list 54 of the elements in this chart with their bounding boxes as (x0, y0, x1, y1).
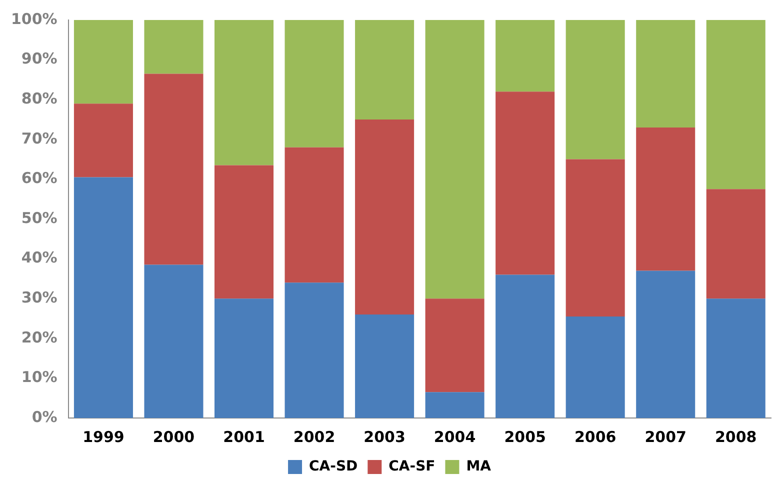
legend-label: CA-SD (309, 458, 358, 475)
bar (706, 298, 766, 418)
y-tick-label: 0% (32, 408, 58, 426)
bar (425, 392, 484, 418)
y-tick-label: 100% (10, 10, 58, 28)
bar (284, 20, 344, 148)
legend-label: MA (466, 458, 492, 475)
x-tick-label: 1999 (82, 428, 124, 446)
bar (496, 20, 555, 92)
x-tick-label: 2008 (714, 428, 757, 446)
bar (214, 20, 274, 166)
bar (74, 20, 133, 104)
bar (425, 20, 484, 299)
x-tick-label: 2003 (364, 428, 406, 446)
bar (706, 189, 766, 299)
y-tick-label: 10% (21, 368, 58, 386)
x-tick-label: 2005 (504, 428, 546, 446)
y-tick-label: 90% (21, 50, 58, 68)
x-tick-label: 2007 (644, 428, 686, 446)
y-tick-label: 30% (21, 288, 58, 306)
bar (144, 74, 204, 265)
bar (355, 120, 414, 315)
bar (566, 20, 625, 160)
bar (214, 298, 274, 418)
bar (496, 92, 555, 275)
bar (74, 177, 133, 418)
bar (706, 20, 766, 190)
bar (284, 282, 344, 418)
legend-label: CA-SF (388, 458, 436, 475)
bar (355, 20, 414, 120)
bar (425, 298, 484, 392)
y-tick-label: 40% (21, 248, 58, 267)
y-tick-label: 70% (21, 129, 58, 148)
bar (284, 147, 344, 283)
x-tick-label: 2000 (152, 428, 195, 446)
bar (636, 270, 696, 418)
x-tick-label: 2004 (434, 428, 476, 446)
bar (566, 159, 625, 317)
y-tick-label: 80% (21, 89, 58, 108)
bar (496, 274, 555, 418)
bar (636, 127, 696, 271)
bar (636, 20, 696, 128)
bar (566, 316, 625, 418)
bar (144, 20, 204, 74)
bar (355, 314, 414, 418)
x-tick-label: 2006 (574, 428, 616, 446)
x-tick-label: 2002 (293, 428, 336, 446)
bar (214, 165, 274, 299)
bar (144, 264, 204, 418)
y-tick-label: 60% (21, 169, 58, 188)
bar (74, 104, 133, 178)
y-tick-label: 50% (21, 208, 58, 227)
y-tick-label: 20% (21, 328, 58, 346)
x-tick-label: 2001 (223, 428, 265, 446)
